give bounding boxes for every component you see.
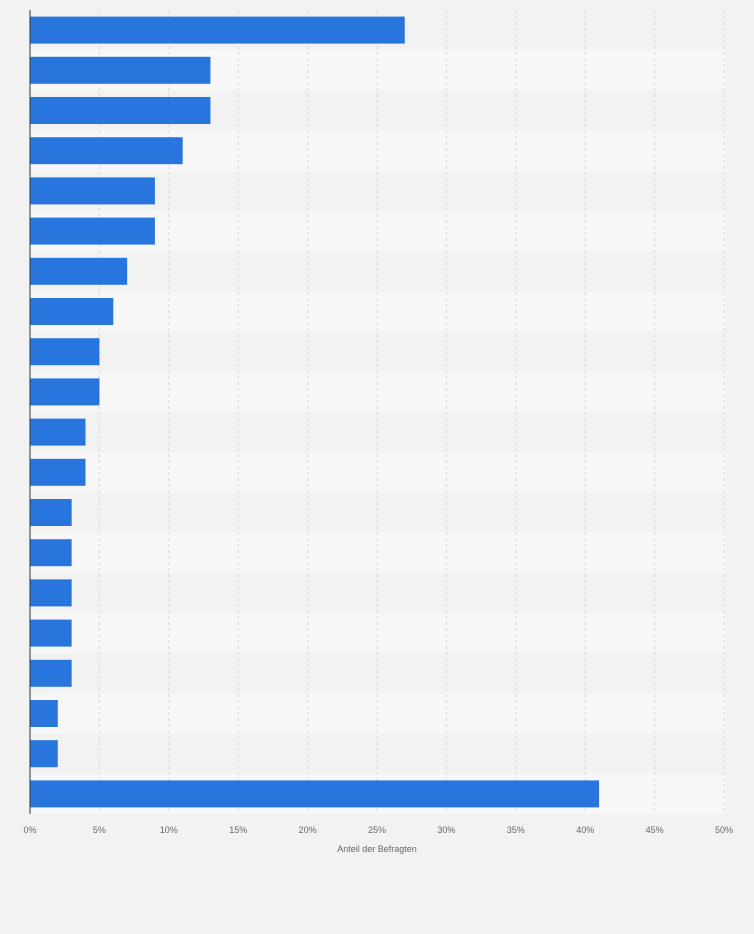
bar [30,659,72,687]
x-axis-label: Anteil der Befragten [337,844,417,854]
row-band [30,532,726,573]
row-band [30,613,726,654]
x-tick-labels: 0% 5% 10% 15% 20% 25% 30% 35% 40% 45% 50% [23,825,733,835]
bar [30,458,86,486]
bar [30,298,114,325]
bar [30,16,405,44]
bar [30,700,58,727]
row-bands [30,10,726,814]
x-tick-label: 5% [93,825,106,835]
row-band [30,492,726,533]
x-tick-label: 20% [299,825,317,835]
x-tick-label: 50% [715,825,733,835]
bar [30,217,155,245]
x-tick-label: 15% [229,825,247,835]
x-tick-label: 30% [437,825,455,835]
x-tick-label: 25% [368,825,386,835]
bar [30,97,211,124]
row-band [30,653,726,694]
x-tick-label: 45% [646,825,664,835]
row-band [30,291,726,332]
row-band [30,733,726,774]
x-tick-label: 40% [576,825,594,835]
row-band [30,693,726,734]
bar [30,338,100,366]
bar [30,740,58,768]
bar [30,257,128,285]
x-tick-label: 0% [23,825,36,835]
x-tick-label: 35% [507,825,525,835]
bar [30,137,183,165]
row-band [30,251,726,292]
row-band [30,331,726,372]
bar [30,579,72,607]
bar [30,619,72,647]
x-tick-label: 10% [160,825,178,835]
bar [30,56,211,84]
row-band [30,452,726,493]
bar [30,539,72,567]
row-band [30,572,726,613]
bar [30,177,155,205]
row-band [30,371,726,412]
row-band [30,412,726,453]
bar [30,499,72,526]
bar [30,780,600,808]
bars [30,16,600,808]
bar [30,418,86,446]
bar [30,378,100,406]
